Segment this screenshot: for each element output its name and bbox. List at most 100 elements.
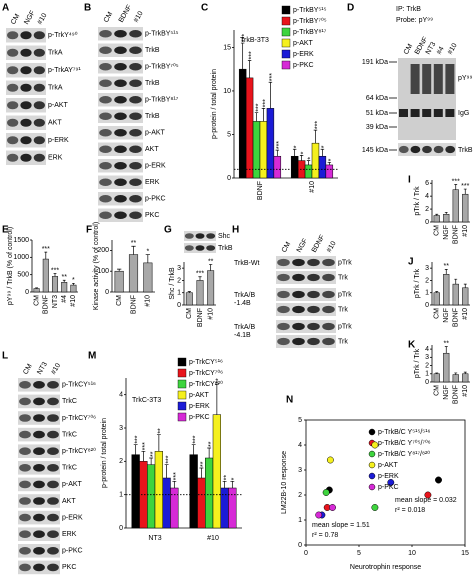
legend-swatch: [177, 412, 187, 422]
lane-label: BDNF: [118, 4, 134, 24]
significance: *: [146, 248, 149, 255]
annotation: r² = 0.018: [395, 507, 425, 514]
error-bar: [454, 278, 458, 285]
blot-label: ERK: [62, 531, 77, 538]
blot: [276, 335, 336, 348]
blot-band: [422, 145, 432, 154]
y-axis-label: pTrk / Trk: [414, 268, 421, 298]
blot-band: [7, 118, 19, 127]
x-tick-label: NT3: [52, 295, 59, 308]
y-tick-label: 1: [177, 290, 181, 297]
x-tick-label: #10: [70, 295, 77, 307]
y-axis-label: Shc / TrkB: [169, 267, 176, 300]
blot-band: [99, 211, 112, 220]
marker-label: 191 kDa: [362, 59, 388, 66]
blot-band: [20, 66, 32, 75]
y-tick-label: 3: [425, 354, 429, 361]
blot-label: p-AKT: [145, 130, 166, 137]
blot-band: [99, 79, 112, 88]
significance: ***: [262, 99, 269, 107]
significance: **: [200, 461, 207, 467]
point: [326, 456, 334, 464]
blot-band: [19, 414, 31, 422]
x-tick-label: BDNF: [453, 385, 460, 404]
blot-band: [33, 447, 45, 456]
blot-band: [99, 112, 112, 121]
error-bar: [261, 108, 266, 122]
blot-band: [47, 463, 59, 472]
error-bar: [164, 464, 169, 478]
annotation: r² = 0.78: [312, 532, 338, 539]
legend-marker: [368, 428, 376, 436]
legend-swatch: [281, 5, 291, 15]
significance: ***: [165, 455, 172, 463]
bar: [443, 274, 450, 306]
bar: [462, 373, 469, 383]
blot: [276, 303, 336, 316]
bar: [325, 164, 334, 179]
legend-swatch: [177, 379, 187, 389]
significance: *: [72, 277, 75, 284]
bar: [452, 189, 459, 223]
y-tick-label: 5: [298, 417, 302, 424]
significance: ***: [142, 442, 149, 450]
x-tick-label: CM: [186, 308, 193, 319]
blot-label: TrkB: [145, 80, 160, 87]
blot-band: [322, 290, 335, 299]
blot-band: [445, 109, 455, 117]
error-bar: [214, 384, 219, 415]
blot-label: PKC: [62, 564, 76, 571]
blot: [276, 256, 336, 269]
error-bar: [454, 372, 458, 375]
lane-label: NGF: [296, 238, 309, 254]
blot-band: [99, 178, 112, 187]
blot-band: [7, 101, 19, 110]
blot-band: [129, 194, 142, 203]
panel-letter: I: [408, 175, 411, 186]
error-bar: [313, 129, 318, 144]
blot-band: [7, 48, 19, 57]
significance: ***: [51, 267, 59, 274]
blot-label: ERK: [48, 155, 63, 162]
blot-band: [33, 380, 45, 389]
legend-marker: [368, 461, 376, 469]
legend-label: p-TrkCY⁸²⁰: [189, 380, 223, 388]
blot: [276, 320, 336, 333]
lane-label: CM: [403, 43, 415, 56]
band-label: IgG: [458, 110, 469, 117]
blot-label: p-TrkY⁴⁹⁰: [48, 31, 78, 39]
legend-label: p-ERK: [378, 473, 399, 480]
blot-label: p-ERK: [62, 514, 83, 521]
blot-header: IP: TrkB: [396, 6, 421, 13]
significance: **: [158, 428, 165, 434]
lane-label: NGF: [23, 10, 36, 26]
error-bar: [435, 291, 439, 293]
error-bar: [444, 211, 448, 215]
bar: [433, 373, 440, 383]
legend-swatch: [281, 49, 291, 59]
legend-marker: [368, 472, 376, 480]
blot-band: [292, 273, 305, 282]
y-tick-label: 500: [17, 272, 29, 279]
bar: [205, 457, 214, 529]
bar: [42, 258, 49, 293]
blot-band: [33, 101, 45, 110]
error-bar: [320, 148, 325, 157]
significance: ***: [135, 435, 142, 443]
significance: ***: [461, 183, 469, 190]
blot-band: [47, 530, 59, 539]
blot-band: [322, 337, 335, 346]
blot-band: [20, 31, 32, 40]
y-tick-label: 0: [298, 542, 302, 549]
error-bar: [254, 112, 259, 122]
panel-letter: L: [2, 351, 8, 362]
y-tick-label: 2: [119, 458, 123, 465]
blot-band: [33, 497, 45, 505]
blot-band: [99, 194, 112, 203]
x-tick-label: #10: [309, 181, 316, 193]
legend-label: p-TrkBY⁷⁰⁵: [293, 17, 327, 25]
blot-band: [129, 79, 142, 88]
blot-band: [7, 66, 19, 75]
point: [329, 504, 336, 511]
blot-band: [445, 64, 455, 94]
